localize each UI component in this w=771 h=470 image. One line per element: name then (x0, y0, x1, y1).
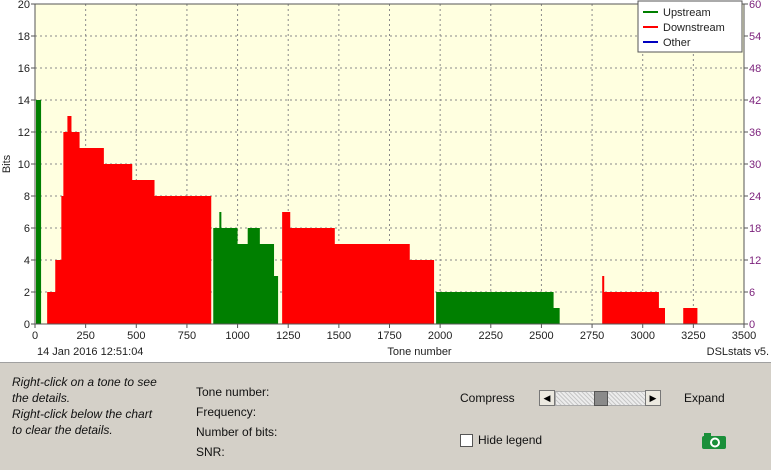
y-tick-label: 10 (18, 159, 30, 171)
tone-number-label: Tone number: (196, 385, 270, 399)
camera-icon[interactable] (701, 432, 727, 450)
x-tick-label: 1750 (377, 330, 401, 342)
x-tick-label: 2250 (479, 330, 503, 342)
y-axis-label: Bits (1, 154, 13, 173)
series-downstream (35, 116, 698, 324)
y2-tick-label: 60 (749, 0, 761, 11)
help-line-clear: Right-click below the chart to clear the… (12, 407, 153, 437)
x-tick-label: 2500 (529, 330, 553, 342)
x-axis-label: Tone number (387, 346, 452, 358)
help-text: Right-click on a tone to see the details… (12, 374, 162, 438)
y-tick-label: 16 (18, 63, 30, 75)
x-tick-label: 0 (32, 330, 38, 342)
y-tick-label: 18 (18, 31, 30, 43)
y2-tick-label: 30 (749, 159, 761, 171)
timestamp-label: 14 Jan 2016 12:51:04 (37, 346, 143, 358)
slider-right-arrow[interactable]: ▶ (645, 390, 661, 406)
y2-tick-label: 24 (749, 191, 761, 203)
snr-label: SNR: (196, 445, 225, 459)
y2-tick-label: 42 (749, 95, 761, 107)
y-tick-label: 2 (24, 287, 30, 299)
x-tick-label: 500 (127, 330, 145, 342)
x-tick-label: 750 (178, 330, 196, 342)
y-tick-label: 4 (24, 255, 30, 267)
y-tick-label: 20 (18, 0, 30, 11)
y-tick-label: 0 (24, 319, 30, 331)
zoom-slider[interactable]: ◀ ▶ (539, 390, 661, 406)
y2-tick-label: 12 (749, 255, 761, 267)
help-line-tone: Right-click on a tone to see the details… (12, 375, 157, 405)
y-tick-label: 8 (24, 191, 30, 203)
y2-tick-label: 0 (749, 319, 755, 331)
hide-legend-label[interactable]: Hide legend (478, 433, 543, 447)
details-panel: Right-click on a tone to see the details… (0, 362, 771, 470)
y2-tick-label: 54 (749, 31, 761, 43)
legend-entry: Downstream (663, 22, 725, 34)
expand-label: Expand (684, 391, 725, 405)
compress-label: Compress (460, 391, 515, 405)
number-of-bits-label: Number of bits: (196, 425, 278, 439)
y2-tick-label: 36 (749, 127, 761, 139)
x-tick-label: 2750 (580, 330, 604, 342)
legend-entry: Other (663, 37, 691, 49)
x-tick-label: 3250 (681, 330, 705, 342)
y-tick-label: 12 (18, 127, 30, 139)
hide-legend-checkbox[interactable] (460, 434, 473, 447)
y2-tick-label: 18 (749, 223, 761, 235)
x-tick-label: 1250 (276, 330, 300, 342)
x-tick-label: 3500 (732, 330, 756, 342)
x-tick-label: 2000 (428, 330, 452, 342)
slider-thumb[interactable] (594, 391, 608, 406)
x-tick-label: 1000 (225, 330, 249, 342)
y2-tick-label: 48 (749, 63, 761, 75)
legend-entry: Upstream (663, 7, 711, 19)
slider-left-arrow[interactable]: ◀ (539, 390, 555, 406)
x-tick-label: 1500 (327, 330, 351, 342)
tone-details: Tone number: Frequency: Number of bits: … (196, 382, 277, 462)
series-upstream (35, 100, 560, 324)
bit-loading-chart[interactable]: 0 250 500 750 1000 1250 1500 1750 2000 2250 2500 27… (0, 0, 771, 362)
chart-svg[interactable]: 0 250 500 750 1000 1250 1500 1750 2000 2250 2500 27… (0, 0, 771, 362)
y-tick-label: 14 (18, 95, 30, 107)
brand-label: DSLstats v5. (707, 346, 769, 358)
frequency-label: Frequency: (196, 405, 257, 419)
x-tick-label: 3000 (630, 330, 654, 342)
x-tick-label: 250 (76, 330, 94, 342)
y2-tick-label: 6 (749, 287, 755, 299)
y-tick-label: 6 (24, 223, 30, 235)
